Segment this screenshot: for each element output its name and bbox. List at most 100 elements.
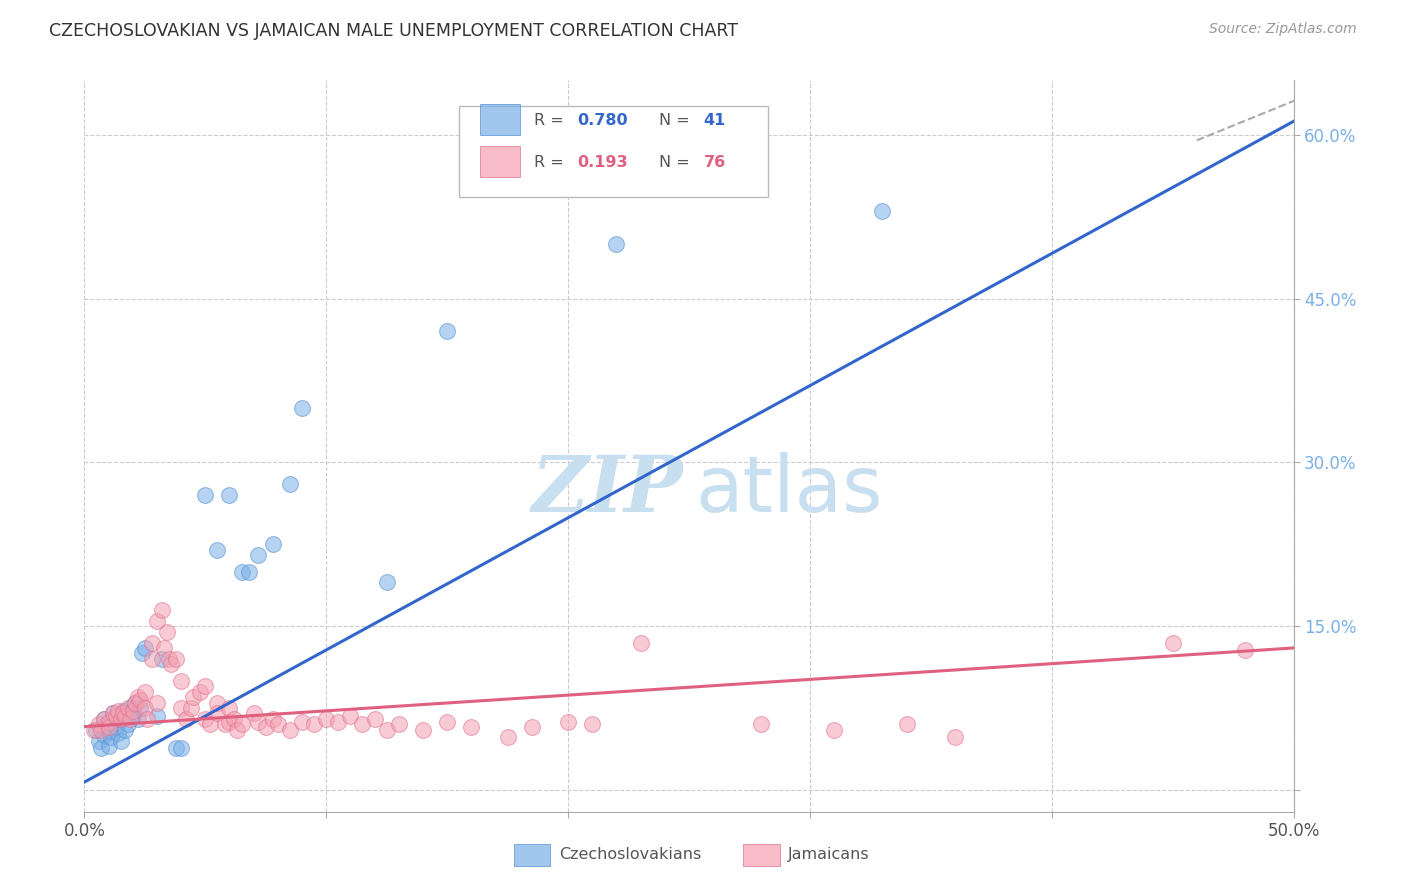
Point [872, 204, 894, 219]
Point [120, 712, 142, 726]
Text: Source: ZipAtlas.com: Source: ZipAtlas.com [1209, 22, 1357, 37]
Point [247, 715, 270, 730]
Point [1161, 635, 1184, 649]
Point [127, 712, 149, 726]
Point [460, 720, 482, 734]
Text: R =: R = [534, 154, 569, 169]
Point [117, 701, 139, 715]
Point [104, 708, 127, 723]
Point [238, 565, 260, 579]
Point [242, 706, 264, 721]
Point [165, 741, 187, 756]
Point [93, 712, 115, 726]
Text: atlas: atlas [695, 452, 883, 528]
Point [146, 696, 169, 710]
Point [267, 717, 290, 731]
Point [90, 741, 112, 756]
Point [436, 715, 458, 730]
Point [352, 717, 374, 731]
Point [121, 704, 143, 718]
Point [97, 723, 120, 737]
Point [231, 717, 253, 731]
Point [146, 614, 169, 628]
Point [127, 690, 149, 704]
Point [107, 726, 129, 740]
Text: 0.780: 0.780 [578, 112, 628, 128]
Point [436, 324, 458, 338]
Point [93, 712, 115, 726]
Point [97, 739, 120, 754]
Point [129, 693, 152, 707]
Point [262, 712, 284, 726]
Point [129, 701, 152, 715]
Point [112, 704, 135, 718]
Point [150, 603, 173, 617]
Point [107, 704, 129, 718]
Point [110, 712, 132, 726]
Point [180, 701, 202, 715]
Point [103, 706, 125, 721]
Point [153, 640, 176, 655]
Point [87, 733, 110, 747]
Text: 76: 76 [703, 154, 725, 169]
Text: 0.193: 0.193 [578, 154, 628, 169]
Text: Jamaicans: Jamaicans [789, 847, 870, 863]
Point [751, 717, 773, 731]
Point [112, 706, 135, 721]
Point [207, 542, 229, 557]
Point [90, 723, 112, 737]
Point [605, 237, 627, 252]
Point [97, 720, 120, 734]
Point [291, 401, 314, 415]
Point [388, 717, 411, 731]
Text: N =: N = [659, 154, 695, 169]
Text: ZIP: ZIP [531, 451, 683, 528]
Point [141, 652, 163, 666]
Point [110, 733, 132, 747]
Point [170, 741, 193, 756]
Point [117, 717, 139, 731]
Point [194, 712, 217, 726]
Point [363, 712, 385, 726]
Point [225, 723, 247, 737]
Point [100, 731, 122, 745]
Point [174, 712, 197, 726]
Point [198, 717, 221, 731]
Point [94, 717, 117, 731]
Point [291, 715, 314, 730]
Point [254, 720, 277, 734]
Point [150, 652, 173, 666]
Point [581, 717, 603, 731]
Point [339, 708, 361, 723]
FancyBboxPatch shape [513, 844, 550, 866]
Point [214, 717, 236, 731]
Point [181, 690, 204, 704]
Point [1234, 643, 1257, 657]
Point [110, 712, 132, 726]
Point [375, 575, 398, 590]
Point [943, 731, 966, 745]
Point [124, 696, 146, 710]
FancyBboxPatch shape [744, 844, 780, 866]
Point [155, 624, 177, 639]
Text: R =: R = [534, 112, 569, 128]
Point [134, 701, 156, 715]
Point [207, 696, 229, 710]
FancyBboxPatch shape [460, 106, 768, 197]
Point [278, 477, 301, 491]
Point [194, 488, 217, 502]
Point [104, 720, 127, 734]
Point [170, 673, 193, 688]
Point [170, 701, 193, 715]
Point [315, 712, 337, 726]
Point [302, 717, 325, 731]
Point [194, 679, 217, 693]
Text: Czechoslovakians: Czechoslovakians [560, 847, 702, 863]
Point [120, 701, 142, 715]
Point [896, 717, 918, 731]
FancyBboxPatch shape [479, 104, 520, 135]
Point [86, 723, 108, 737]
Point [157, 652, 180, 666]
Point [141, 635, 163, 649]
Point [134, 684, 156, 698]
